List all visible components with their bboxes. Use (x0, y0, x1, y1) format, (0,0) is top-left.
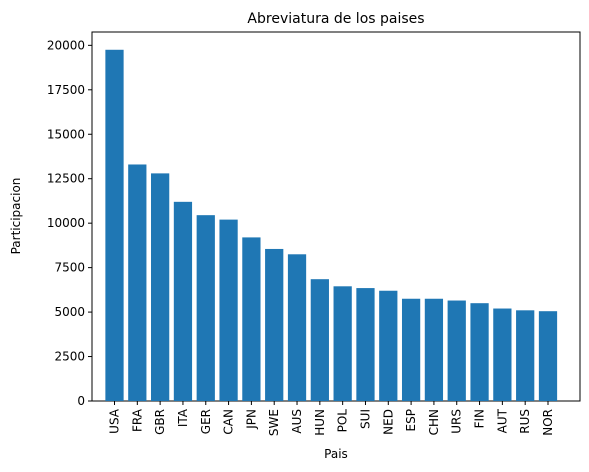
x-tick-label: AUS (290, 409, 304, 434)
x-tick-label: NOR (541, 409, 555, 436)
x-tick-label: CHN (427, 409, 441, 435)
bar-hun (310, 279, 329, 401)
bar-gbr (151, 173, 170, 401)
x-tick-label: NED (381, 409, 395, 435)
y-tick-label: 12500 (47, 172, 85, 186)
bar-can (219, 219, 238, 401)
x-tick-label: RUS (518, 409, 532, 434)
y-tick-label: 20000 (47, 38, 85, 52)
x-tick-label: HUN (313, 409, 327, 436)
x-tick-label: CAN (222, 409, 236, 435)
y-tick-label: 17500 (47, 83, 85, 97)
y-tick-label: 2500 (54, 350, 85, 364)
x-axis-label: Pais (324, 447, 348, 461)
bar-chn (424, 298, 444, 401)
bar-nor (538, 311, 558, 401)
chart-title: Abreviatura de los paises (247, 11, 424, 27)
x-tick-label: FIN (473, 409, 487, 428)
x-axis: USA FRA GBR ITA GER CAN JPN SWE AUS HUN POL SUI NED E… (108, 401, 555, 436)
bar-usa (105, 49, 124, 401)
bar-jpn (242, 237, 261, 401)
x-tick-label: JPN (244, 409, 258, 430)
y-tick-label: 7500 (54, 261, 85, 275)
x-tick-label: AUT (495, 408, 509, 433)
bar-fin (470, 303, 489, 401)
x-tick-label: URS (450, 409, 464, 434)
x-tick-label: SUI (358, 409, 372, 429)
y-tick-label: 15000 (47, 127, 85, 141)
x-tick-label: ESP (404, 409, 418, 431)
bar-esp (401, 298, 421, 401)
bar-fra (128, 164, 147, 401)
y-axis-label: Participacion (9, 178, 23, 255)
bar-swe (265, 248, 284, 401)
bars-group (105, 49, 558, 401)
bar-aus (287, 254, 307, 401)
x-tick-label: POL (336, 409, 350, 433)
x-tick-label: FRA (130, 408, 144, 432)
bar-ita (173, 201, 193, 401)
bar-ger (196, 215, 215, 401)
bar-sui (356, 288, 375, 401)
x-tick-label: ITA (176, 408, 190, 427)
x-tick-label: GBR (153, 409, 167, 435)
y-axis: 0 2500 5000 7500 10000 12500 15000 17500 20000 (47, 38, 92, 408)
x-tick-label: USA (108, 408, 122, 434)
x-tick-label: GER (199, 409, 213, 434)
bar-ned (379, 290, 398, 401)
bar-aut (493, 308, 512, 401)
bar-urs (447, 300, 466, 401)
y-tick-label: 0 (77, 394, 85, 408)
y-tick-label: 5000 (54, 305, 85, 319)
x-tick-label: SWE (267, 409, 281, 436)
y-tick-label: 10000 (47, 216, 85, 230)
bar-rus (516, 310, 535, 401)
bar-pol (333, 286, 352, 401)
